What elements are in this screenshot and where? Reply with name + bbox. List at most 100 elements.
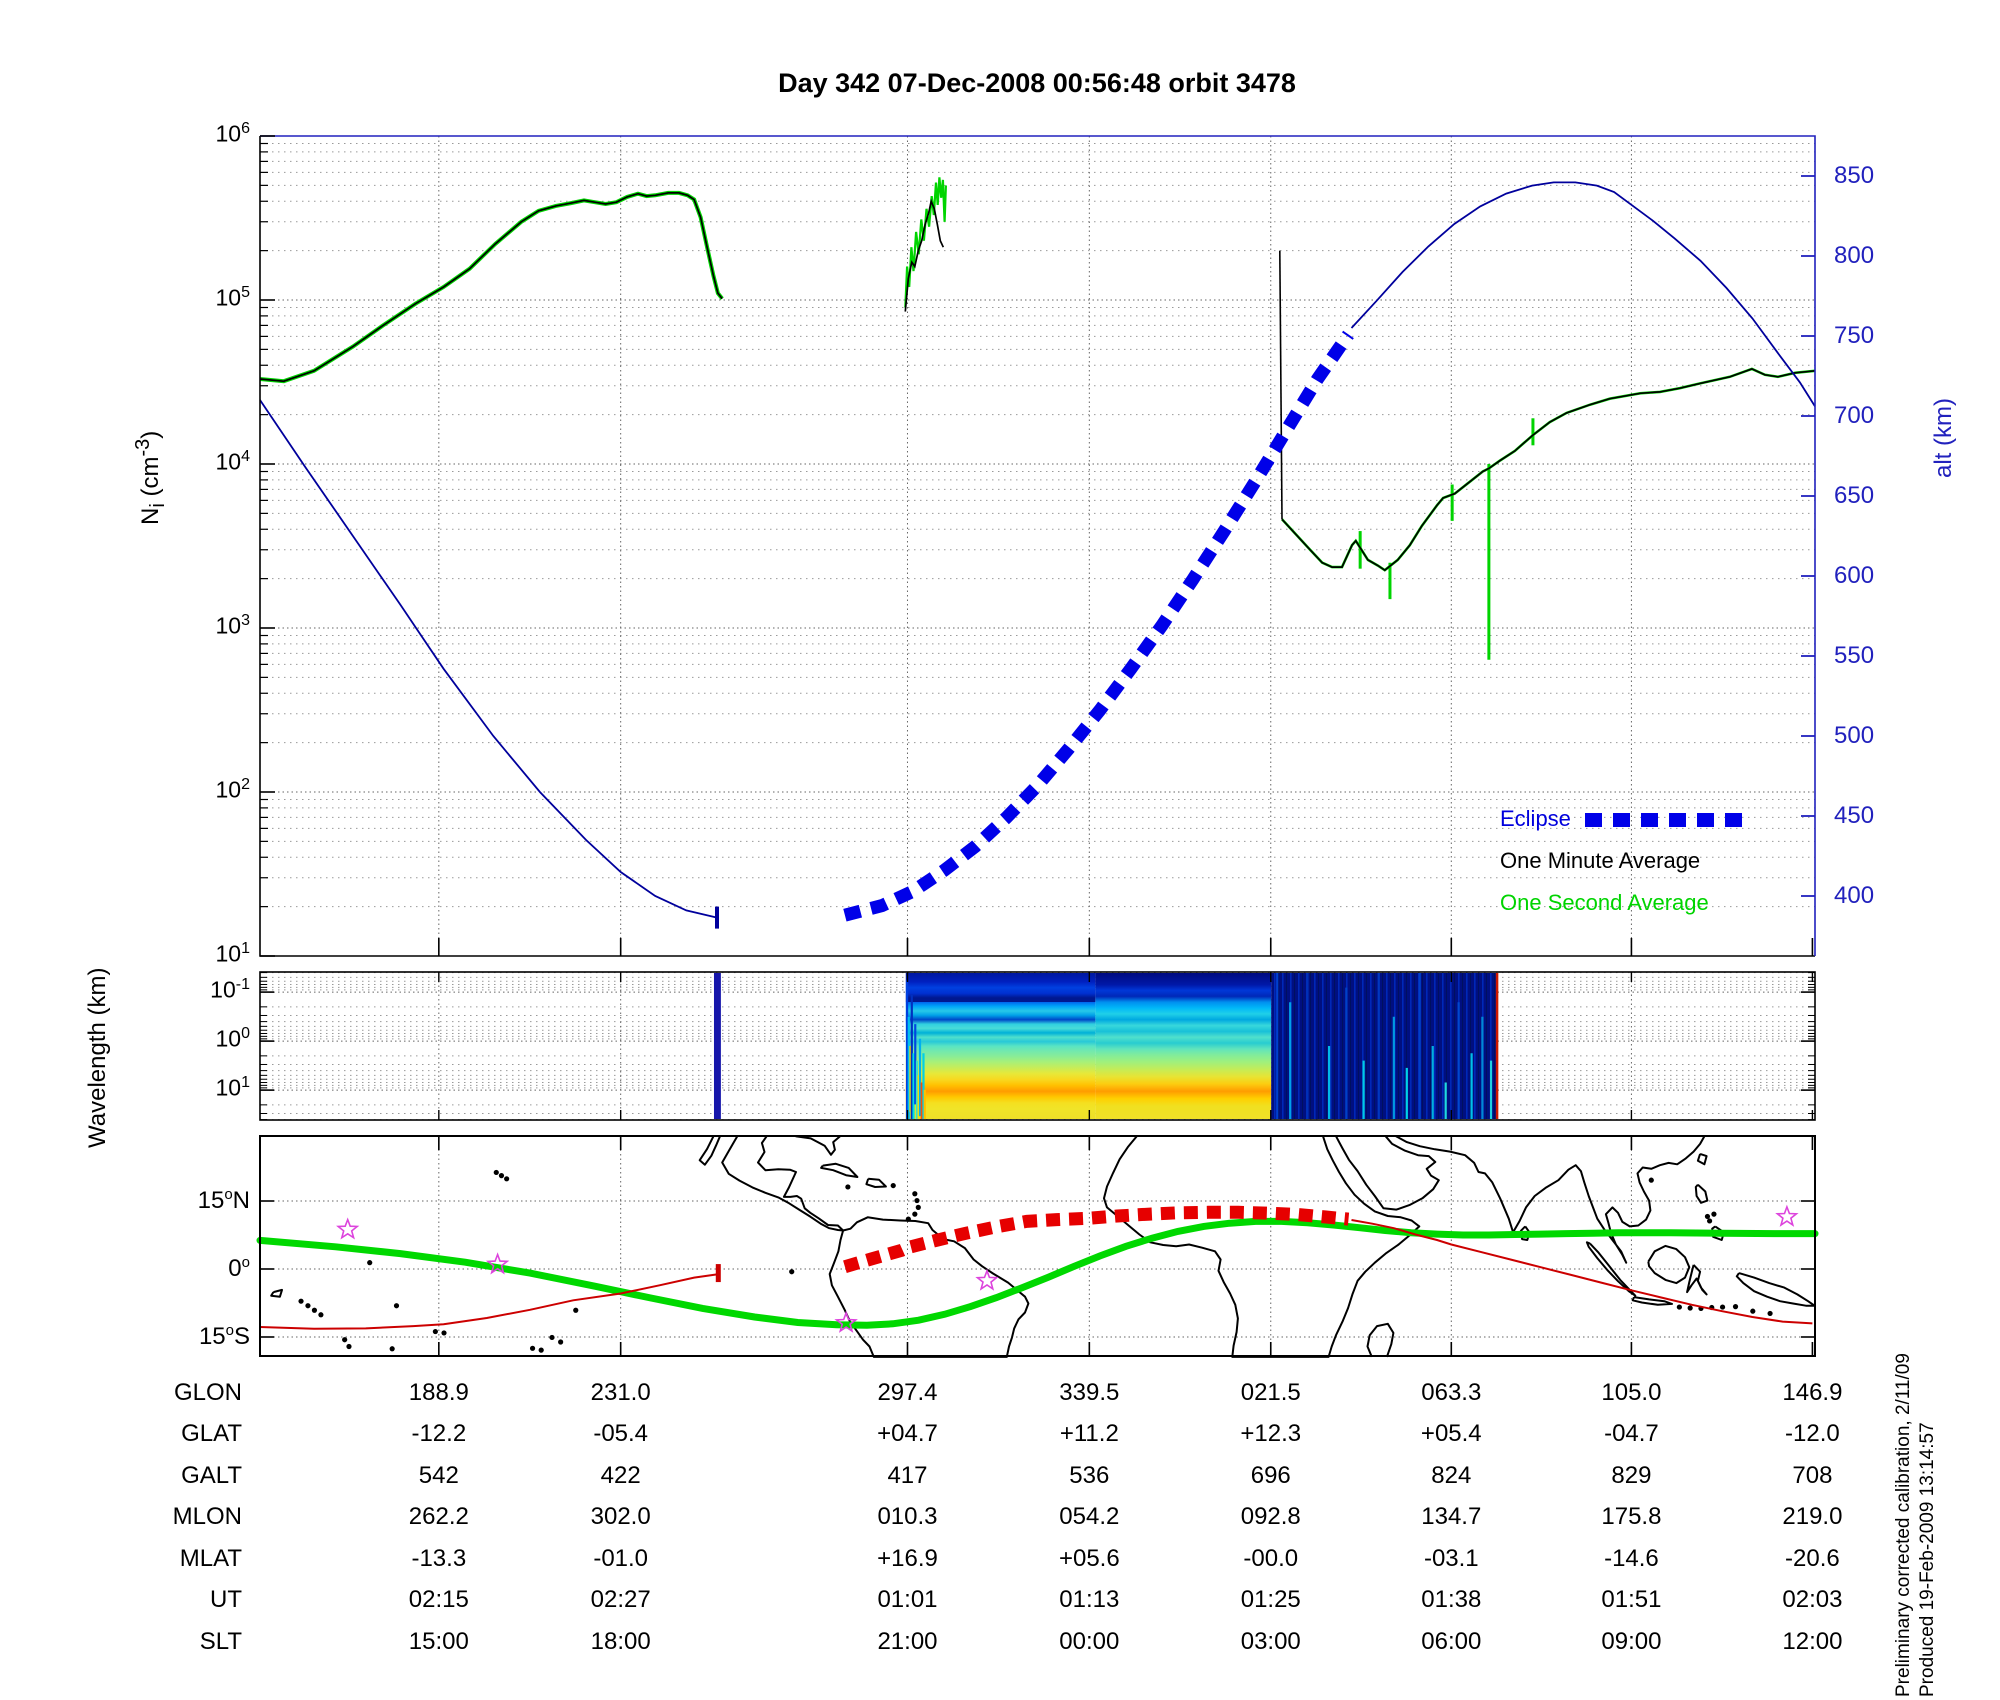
table-cell-MLAT-5: -03.1	[1423, 1545, 1479, 1572]
table-cell-GLAT-6: -04.7	[1604, 1420, 1659, 1447]
altitude-solid-2	[1350, 181, 1816, 407]
table-cell-UT-1: 02:27	[590, 1586, 651, 1613]
ni-tick-label-2: 102	[215, 776, 251, 803]
legend-eclipse: Eclipse	[1500, 806, 1753, 832]
map-tracks	[256, 1205, 1819, 1330]
legend-one-minute: One Minute Average	[1500, 848, 1701, 873]
density-frame	[259, 135, 1816, 957]
legend-one-second: One Second Average	[1500, 890, 1709, 915]
table-cell-SLT-4: 03:00	[1240, 1628, 1301, 1655]
alt-tick-label-700: 700	[1834, 402, 1875, 429]
table-cell-SLT-3: 00:00	[1059, 1628, 1120, 1655]
table-cell-GALT-7: 708	[1792, 1462, 1833, 1489]
table-cell-GLON-0: 188.9	[408, 1379, 469, 1406]
table-cell-UT-2: 01:01	[877, 1586, 938, 1613]
magnetic-equator-line	[256, 1217, 1819, 1329]
alt-tick-label-600: 600	[1834, 562, 1875, 589]
wave-tick-label-0: 100	[215, 1025, 251, 1052]
station-star	[834, 1310, 858, 1333]
alt-tick-label-550: 550	[1834, 642, 1875, 669]
wavelength-frame	[259, 971, 1816, 1121]
wave-tick-label--1: 10-1	[210, 976, 250, 1003]
altitude-solid-1	[259, 399, 718, 919]
table-row-label-UT: UT	[210, 1586, 242, 1613]
table-cell-GLON-3: 339.5	[1059, 1379, 1120, 1406]
spectrogram-block-1	[905, 973, 1096, 1119]
table-cell-GALT-3: 536	[1069, 1462, 1110, 1489]
table-cell-GLAT-3: +11.2	[1059, 1420, 1119, 1447]
alt-tick-label-450: 450	[1834, 802, 1875, 829]
table-cell-MLAT-7: -20.6	[1785, 1545, 1840, 1572]
one-second-average-2	[904, 177, 947, 308]
legend-eclipse-label: Eclipse	[1500, 806, 1571, 831]
map-coastlines	[270, 1135, 1816, 1358]
station-star	[975, 1268, 999, 1291]
table-cell-GALT-5: 824	[1431, 1462, 1472, 1489]
table-cell-GALT-2: 417	[887, 1462, 928, 1489]
station-star	[336, 1217, 360, 1240]
alt-tick-label-500: 500	[1834, 722, 1875, 749]
ni-tick-label-4: 104	[215, 448, 251, 475]
ni-tick-label-6: 106	[215, 120, 251, 147]
ni-tick-label-3: 103	[215, 612, 251, 639]
table-cell-UT-3: 01:13	[1059, 1586, 1120, 1613]
table-cell-MLON-3: 054.2	[1059, 1503, 1120, 1530]
table-row-label-GLAT: GLAT	[181, 1420, 242, 1447]
station-star	[485, 1252, 510, 1275]
one-second-average-3	[1281, 367, 1816, 572]
table-row-label-SLT: SLT	[199, 1628, 242, 1655]
one-minute-average-2	[904, 198, 945, 312]
table-cell-GALT-4: 696	[1250, 1462, 1291, 1489]
table-cell-GLAT-2: +04.7	[877, 1420, 938, 1447]
table-cell-UT-4: 01:25	[1240, 1586, 1301, 1613]
wavelength-spectrogram	[713, 973, 1499, 1119]
alt-tick-label-400: 400	[1834, 882, 1875, 909]
density-curves	[259, 177, 1816, 660]
table-cell-GALT-0: 542	[418, 1462, 459, 1489]
table-cell-GLON-5: 063.3	[1421, 1379, 1482, 1406]
table-cell-SLT-6: 09:00	[1601, 1628, 1662, 1655]
table-row-label-GLON: GLON	[173, 1379, 242, 1406]
table-cell-GALT-6: 829	[1611, 1462, 1652, 1489]
table-cell-MLON-1: 302.0	[590, 1503, 651, 1530]
ground-track-2	[1351, 1219, 1813, 1325]
table-cell-GLON-1: 231.0	[590, 1379, 651, 1406]
one-minute-average-1	[259, 192, 723, 383]
map-stars	[336, 1204, 1799, 1333]
lat-tick-label-0: 0o	[228, 1254, 250, 1282]
one-second-average-1	[259, 190, 724, 384]
altitude-eclipse-dashed	[843, 330, 1354, 922]
table-cell-UT-5: 01:38	[1421, 1586, 1482, 1613]
table-cell-SLT-7: 12:00	[1782, 1628, 1843, 1655]
alt-tick-label-850: 850	[1834, 162, 1875, 189]
ground-track-1	[259, 1273, 718, 1330]
table-cell-GLON-4: 021.5	[1240, 1379, 1301, 1406]
produced-note: Produced 19-Feb-2009 13:14:57	[1917, 1422, 1938, 1697]
wavelength-axis-title: Wavelength (km)	[84, 967, 111, 1149]
table-cell-SLT-1: 18:00	[590, 1628, 651, 1655]
table-cell-GALT-1: 422	[600, 1462, 641, 1489]
table-cell-MLON-6: 175.8	[1601, 1503, 1662, 1530]
table-cell-GLON-7: 146.9	[1782, 1379, 1843, 1406]
table-cell-SLT-2: 21:00	[877, 1628, 938, 1655]
one-minute-average-3	[1281, 367, 1816, 572]
ni-tick-label-1: 101	[215, 940, 251, 967]
spectrogram-block-2	[1095, 973, 1272, 1119]
density-axis-title: Ni (cm-3)	[132, 430, 169, 525]
table-cell-MLON-7: 219.0	[1782, 1503, 1843, 1530]
table-cell-GLAT-1: -05.4	[593, 1420, 649, 1447]
eclipse-dash-swatch	[1584, 813, 1753, 828]
map-grid	[260, 1136, 1815, 1356]
table-cell-MLON-2: 010.3	[877, 1503, 938, 1530]
table-cell-SLT-5: 06:00	[1421, 1628, 1482, 1655]
ni-tick-label-5: 105	[215, 284, 251, 311]
density-grid	[260, 136, 1815, 957]
table-cell-MLAT-1: -01.0	[593, 1545, 649, 1572]
table-cell-UT-0: 02:15	[408, 1586, 469, 1613]
table-cell-MLAT-4: -00.0	[1243, 1545, 1299, 1572]
alt-axis-title: alt (km)	[1930, 398, 1957, 478]
table-cell-GLAT-5: +05.4	[1420, 1420, 1482, 1447]
table-cell-GLON-6: 105.0	[1601, 1379, 1662, 1406]
